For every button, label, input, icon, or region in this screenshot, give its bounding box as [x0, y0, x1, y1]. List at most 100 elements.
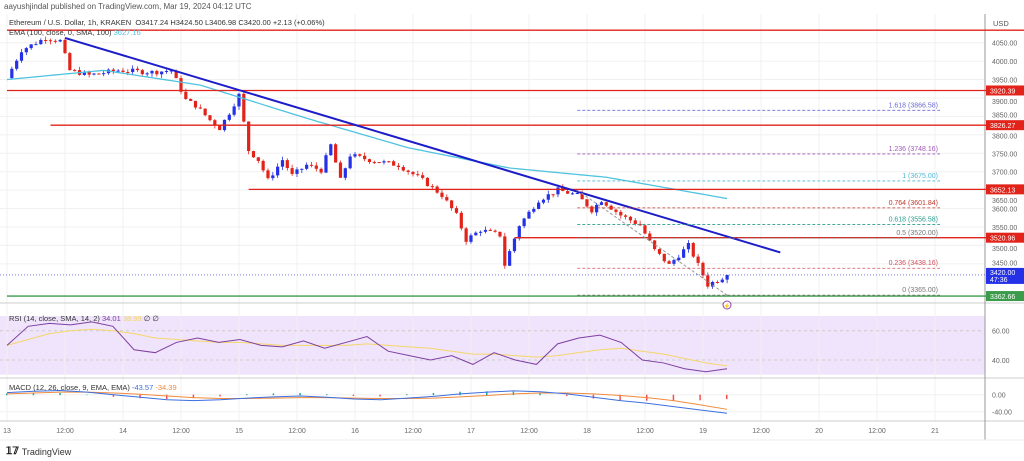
- candle-body: [131, 68, 135, 73]
- candle-body: [720, 279, 724, 283]
- time-tick-label: 17: [467, 428, 475, 435]
- candle-body: [363, 155, 367, 160]
- macd-histogram-bar: [192, 394, 195, 399]
- candle-body: [445, 197, 449, 201]
- fib-level-label: 0.5 (3520.00): [896, 230, 938, 237]
- macd-histogram-bar: [379, 394, 381, 397]
- time-tick-label: 18: [583, 428, 591, 435]
- candle-body: [314, 165, 318, 169]
- macd-histogram-bar: [59, 393, 61, 396]
- candle-body: [696, 256, 700, 263]
- time-tick-label: 12:00: [404, 428, 422, 435]
- time-tick-label: 12:00: [172, 428, 190, 435]
- candle-body: [541, 199, 546, 203]
- candle-body: [184, 91, 188, 100]
- candle-body: [686, 243, 691, 250]
- candle-body: [725, 274, 729, 280]
- candle-body: [546, 194, 550, 200]
- candle-body: [609, 205, 613, 210]
- candle-body: [271, 175, 275, 179]
- candle-body: [280, 160, 285, 167]
- rsi-legend[interactable]: RSI (14, close, SMA, 14, 2) 34.01 38.99 …: [9, 314, 159, 323]
- candle-body: [701, 262, 705, 276]
- candle-body: [483, 229, 488, 232]
- macd-histogram-bar: [592, 394, 595, 399]
- candle-body: [691, 243, 695, 257]
- lightning-glyph: ⚡: [723, 302, 730, 310]
- rsi-extra: ∅ ∅: [143, 314, 159, 323]
- candle-body: [276, 166, 280, 176]
- candle-body: [662, 253, 666, 262]
- candle-body: [126, 71, 130, 73]
- symbol-name[interactable]: Ethereum / U.S. Dollar, 1h, KRAKEN: [9, 18, 132, 27]
- ema-value: 3627.16: [113, 28, 141, 37]
- candle-body: [585, 199, 589, 207]
- candle-body: [493, 230, 497, 232]
- candle-body: [295, 169, 299, 174]
- candle-body: [537, 202, 541, 209]
- candle-body: [102, 73, 106, 75]
- candle-body: [566, 191, 570, 194]
- candle-body: [63, 39, 67, 54]
- fib-level-label: 0.764 (3601.84): [889, 200, 938, 207]
- candle-body: [358, 154, 362, 156]
- trendline: [64, 36, 781, 254]
- candle-body: [556, 187, 560, 195]
- candle-body: [285, 160, 289, 169]
- candle-body: [440, 192, 444, 198]
- rsi-tick-label: 40.00: [992, 358, 1010, 365]
- macd-histogram-bar: [86, 394, 88, 396]
- macd-value: -43.57: [131, 383, 154, 392]
- macd-histogram-bar: [32, 393, 35, 396]
- candle-body: [58, 39, 62, 42]
- candle-body: [508, 251, 512, 266]
- price-tick-label: 3600.00: [992, 207, 1017, 214]
- candle-body: [522, 218, 526, 227]
- candle-body: [527, 211, 531, 219]
- macd-line: [6, 389, 728, 414]
- candle-body: [174, 70, 178, 79]
- macd-legend[interactable]: MACD (12, 26, close, 9, EMA, EMA) -43.57…: [9, 383, 177, 392]
- candle-body: [19, 52, 24, 61]
- candle-body: [232, 106, 236, 115]
- candle-body: [29, 44, 33, 49]
- ema-legend[interactable]: EMA (100, close, 0, SMA, 100) 3627.16: [9, 28, 141, 37]
- tradingview-logo[interactable]: 𝟙𝟟 TradingView: [6, 446, 71, 457]
- fib-level-label: 1.618 (3866.58): [889, 102, 938, 109]
- candle-body: [459, 212, 463, 229]
- candle-body: [309, 164, 314, 166]
- candle-body: [300, 168, 304, 170]
- candle-body: [599, 202, 604, 205]
- candle-body: [111, 69, 115, 72]
- candle-body: [711, 282, 715, 287]
- price-level-label: 3920.39: [990, 88, 1015, 95]
- candle-body: [590, 206, 594, 213]
- fib-level-label: 0.236 (3438.16): [889, 260, 938, 267]
- candle-body: [189, 99, 193, 101]
- time-tick-label: 14: [119, 428, 127, 435]
- macd-histogram-bar: [486, 391, 488, 396]
- rsi-band: [0, 316, 985, 375]
- candle-body: [145, 73, 149, 75]
- macd-signal-line: [6, 391, 728, 410]
- price-tick-label: 3900.00: [992, 99, 1017, 106]
- rsi-tick-label: 60.00: [992, 329, 1010, 336]
- candle-body: [160, 71, 164, 75]
- macd-tick-label: 0.00: [992, 393, 1006, 400]
- price-level-badge: [986, 120, 1024, 131]
- candle-body: [266, 170, 270, 179]
- candle-body: [247, 121, 251, 152]
- candle-body: [411, 171, 415, 175]
- candle-body: [218, 125, 222, 131]
- candle-body: [372, 162, 376, 164]
- published-caption: aayushjindal published on TradingView.co…: [4, 2, 252, 11]
- ema-100-line: [6, 69, 728, 200]
- candle-body: [421, 175, 425, 178]
- macd-histogram-bar: [672, 394, 675, 402]
- time-tick-label: 15: [235, 428, 243, 435]
- candle-body: [213, 120, 217, 126]
- candle-body: [324, 155, 328, 173]
- candle-body: [392, 161, 396, 166]
- time-tick-label: 12:00: [868, 428, 886, 435]
